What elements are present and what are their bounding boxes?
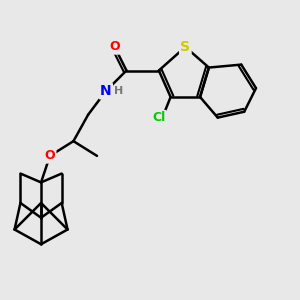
- Text: H: H: [115, 86, 124, 96]
- Text: Cl: Cl: [152, 111, 166, 124]
- Text: O: O: [45, 149, 55, 162]
- Text: N: N: [100, 84, 112, 98]
- Text: O: O: [110, 40, 120, 53]
- Text: S: S: [180, 40, 190, 54]
